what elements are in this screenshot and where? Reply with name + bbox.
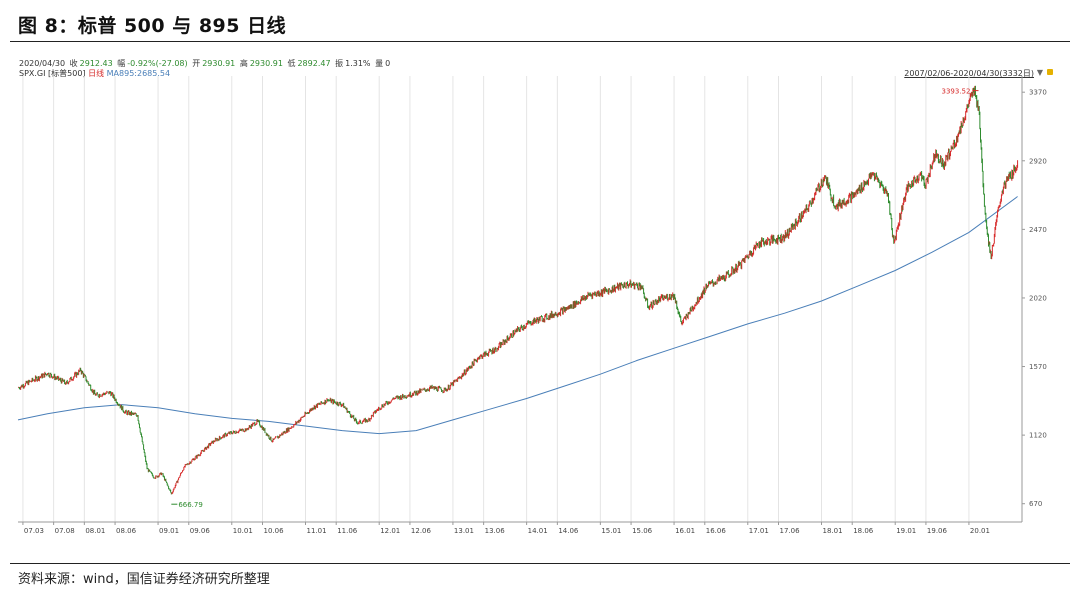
low-label: 低	[287, 59, 296, 68]
x-tick-label: 17.01	[749, 527, 769, 535]
amp-value: 1.31%	[345, 59, 371, 68]
y-axis: 670 1120 1570 2020 2470 2920 3370	[1021, 76, 1047, 522]
amp-label: 振	[335, 59, 344, 68]
open-value: 2930.91	[202, 59, 236, 68]
vol-label: 量	[375, 59, 384, 68]
y-tick-label: 670	[1029, 500, 1042, 508]
x-tick-label: 14.01	[528, 527, 548, 535]
x-tick-label: 09.06	[190, 527, 211, 535]
x-tick-label: 18.06	[853, 527, 874, 535]
open-label: 开	[192, 59, 201, 68]
figure-title: 图 8：标普 500 与 895 日线	[18, 15, 287, 37]
x-tick-label: 18.01	[822, 527, 842, 535]
x-tick-label: 14.06	[558, 527, 579, 535]
dropdown-triangle-icon[interactable]: ▼	[1036, 68, 1043, 77]
close-value: 2912.43	[79, 59, 113, 68]
x-tick-label: 09.01	[159, 527, 179, 535]
y-tick-label: 1120	[1029, 432, 1047, 440]
high-value: 2930.91	[249, 59, 283, 68]
low-point-label: 666.79	[178, 501, 203, 509]
y-tick-label: 2470	[1029, 226, 1047, 234]
x-tick-label: 11.06	[337, 527, 358, 535]
quote-info-bar: 2020/04/30 收 2912.43 幅 -0.92%(-27.08) 开 293…	[19, 58, 392, 69]
x-tick-label: 13.01	[454, 527, 474, 535]
change-label: 幅	[117, 59, 126, 68]
x-tick-label: 19.06	[927, 527, 948, 535]
y-tick-label: 2020	[1029, 294, 1047, 302]
top-rule	[10, 41, 1070, 42]
change-value: -0.92%(-27.08)	[127, 59, 188, 68]
x-tick-label: 08.01	[85, 527, 105, 535]
symbol-label: SPX.GI [标普500]	[19, 69, 86, 78]
grid-layer	[22, 76, 970, 522]
x-tick-label: 16.01	[675, 527, 695, 535]
figure-source: 资料来源：wind，国信证券经济研究所整理	[18, 572, 270, 587]
close-label: 收	[69, 59, 78, 68]
high-point-label: 3393.52	[942, 88, 971, 96]
lock-icon[interactable]	[1047, 69, 1053, 75]
x-tick-label: 08.06	[116, 527, 137, 535]
bottom-rule	[10, 563, 1070, 564]
x-tick-label: 10.01	[233, 527, 253, 535]
x-tick-label: 12.01	[380, 527, 400, 535]
y-tick-label: 1570	[1029, 363, 1047, 371]
x-tick-label: 12.06	[411, 527, 432, 535]
low-value: 2892.47	[297, 59, 331, 68]
x-tick-label: 15.06	[632, 527, 653, 535]
x-axis: 07.03 07.08 08.01 08.06 09.01 09.06 10.01 10.06…	[18, 521, 1022, 535]
ma-layer	[17, 196, 1018, 435]
x-tick-label: 20.01	[970, 527, 990, 535]
x-tick-label: 10.06	[263, 527, 284, 535]
x-tick-label: 16.06	[706, 527, 727, 535]
annotation-layer: 666.79 3393.52	[171, 88, 979, 509]
x-tick-label: 13.06	[485, 527, 506, 535]
y-tick-label: 3370	[1029, 89, 1047, 97]
high-label: 高	[239, 59, 248, 68]
quote-date: 2020/04/30	[19, 59, 66, 68]
x-tick-label: 11.01	[306, 527, 326, 535]
ma-label: MA895:2685.54	[106, 69, 171, 78]
ma895-line	[17, 196, 1018, 435]
x-tick-label: 19.01	[896, 527, 916, 535]
series-info-bar: SPX.GI [标普500] 日线 MA895:2685.54	[19, 68, 170, 79]
price-layer	[18, 85, 1019, 495]
x-tick-label: 15.01	[601, 527, 621, 535]
vol-value: 0	[385, 59, 391, 68]
x-tick-label: 07.08	[55, 527, 75, 535]
x-tick-label: 17.06	[779, 527, 800, 535]
period-label: 日线	[88, 69, 105, 78]
date-range-selector[interactable]: 2007/02/06-2020/04/30(3332日)	[904, 69, 1034, 78]
x-tick-label: 07.03	[24, 527, 44, 535]
y-tick-label: 2920	[1029, 157, 1047, 165]
